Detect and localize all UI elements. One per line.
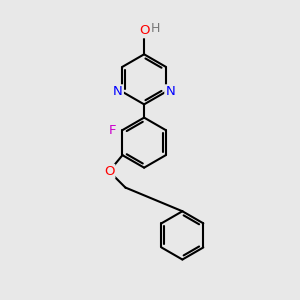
Text: O: O <box>139 24 149 37</box>
Text: O: O <box>104 165 114 178</box>
Text: N: N <box>113 85 123 98</box>
Text: H: H <box>151 22 160 35</box>
Text: F: F <box>108 124 116 136</box>
Text: N: N <box>165 85 175 98</box>
